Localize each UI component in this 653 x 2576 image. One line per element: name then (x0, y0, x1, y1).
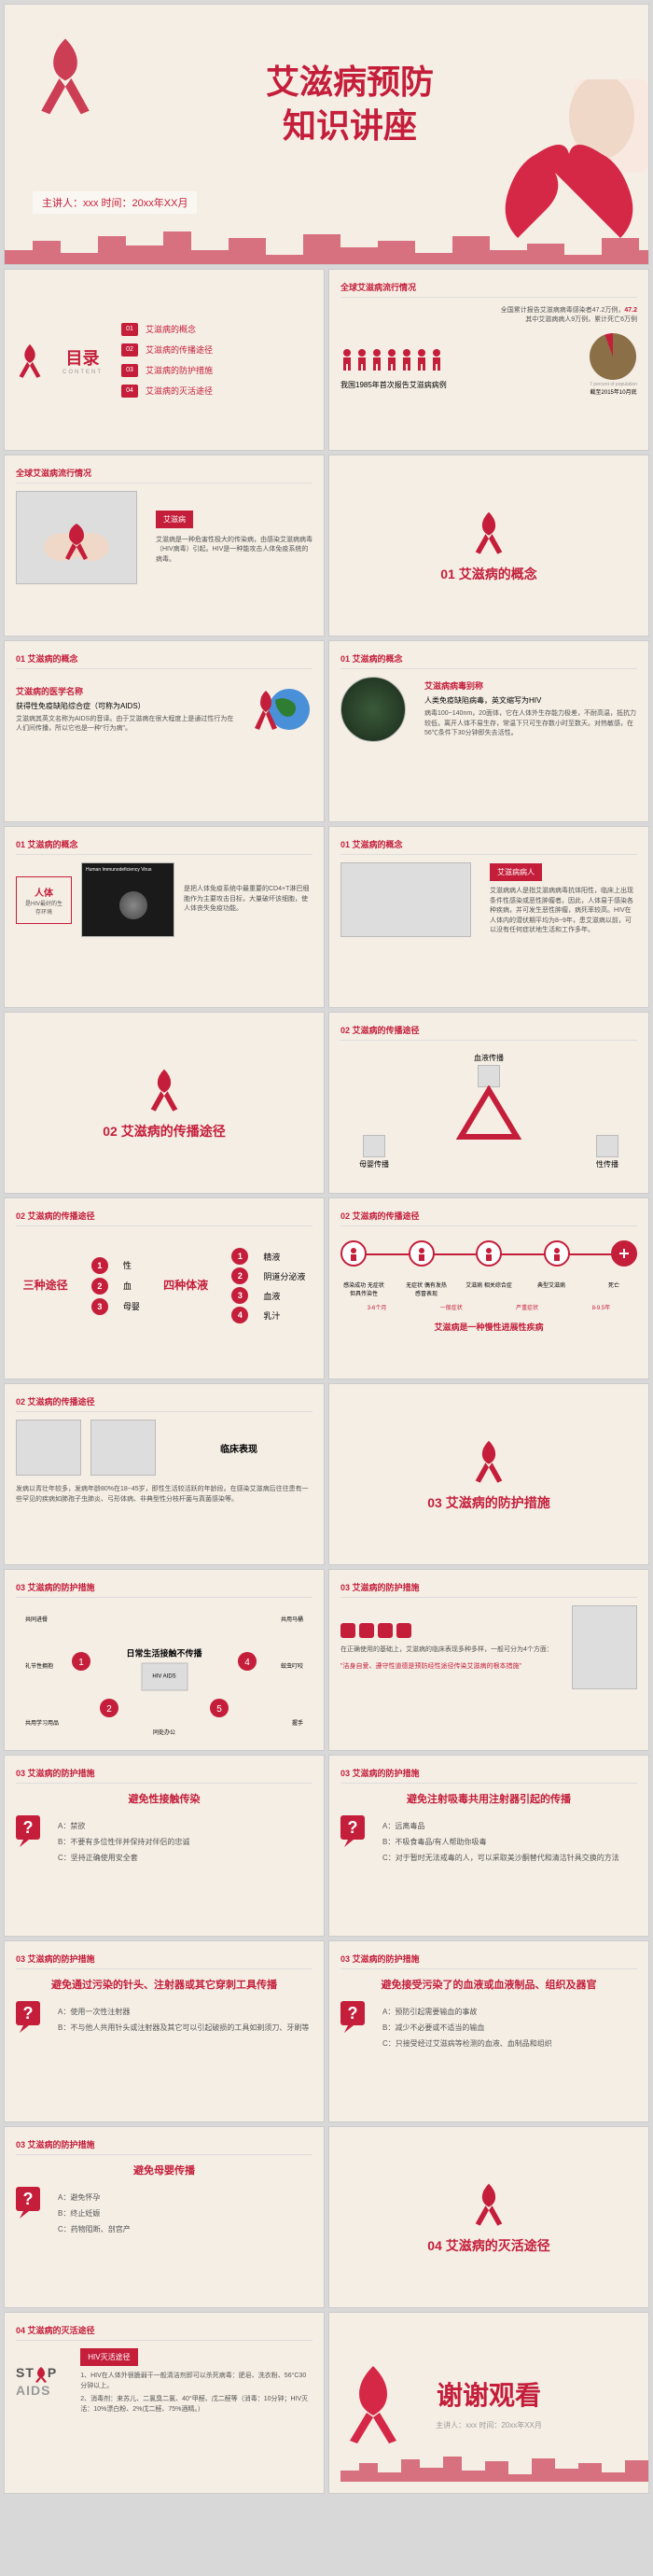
title-slide: 艾滋病预防知识讲座 主讲人：xxx 时间：20xx年XX月 (4, 4, 649, 265)
slide-section-3: 03 艾滋病的防护措施 (328, 1383, 649, 1565)
timeline (340, 1240, 637, 1267)
slide-7: 01 艾滋病的概念 艾滋病病毒别称 人类免疫缺陷病毒，英文缩写为HIV 病毒10… (328, 640, 649, 822)
svg-text:2: 2 (106, 1704, 112, 1715)
presenter-info: 主讲人：xxx 时间：20xx年XX月 (33, 191, 197, 214)
slide-11: 02 艾滋病的传播途径 血液传播 母婴传播 性传播 (328, 1012, 649, 1194)
toc-list: 01艾滋病的概念 02艾滋病的传播途径 03艾滋病的防护措施 04艾滋病的灭活途… (121, 315, 313, 405)
stop-aids-logo: STP AIDS (16, 2365, 57, 2397)
aids-ribbon-icon (33, 33, 98, 117)
slide-18: 03 艾滋病的防护措施 避免性接触传染 ? A：禁欲 B：不要有多位性伴并保持对… (4, 1755, 325, 1937)
question-icon: ? (16, 2001, 44, 2034)
ribbon-icon (470, 2180, 507, 2227)
slide-grid: 艾滋病预防知识讲座 主讲人：xxx 时间：20xx年XX月 目录 CONTENT… (0, 0, 653, 2498)
ribbon-icon (16, 342, 44, 379)
slide-12: 02 艾滋病的传播途径 三种途径 1性 2血 3母婴 四种体液 1精液 2阴道分… (4, 1197, 325, 1379)
slide-section-2: 02 艾滋病的传播途径 (4, 1012, 325, 1194)
svg-text:1: 1 (78, 1658, 84, 1668)
clinical-img-2 (90, 1420, 156, 1476)
cityscape-icon (340, 2454, 649, 2482)
svg-text:?: ? (23, 1818, 34, 1837)
hiv-image: Human Immunodeficiency Virus (81, 862, 174, 937)
slide-section-1: 01 艾滋病的概念 (328, 455, 649, 637)
toc-sub: CONTENT (63, 370, 103, 375)
question-icon: ? (340, 2001, 368, 2034)
arm-image (340, 862, 471, 937)
label-box: 艾滋病 (156, 511, 193, 528)
slide-toc: 目录 CONTENT 01艾滋病的概念 02艾滋病的传播途径 03艾滋病的防护措… (4, 269, 325, 451)
svg-text:?: ? (348, 2004, 358, 2023)
slide-19: 03 艾滋病的防护措施 避免注射吸毒共用注射器引起的传播 ? A：远离毒品 B：… (328, 1755, 649, 1937)
hands-image (16, 491, 137, 584)
couple-image (572, 1605, 637, 1689)
slide-section-4: 04 艾滋病的灭活途径 (328, 2126, 649, 2308)
svg-text:4: 4 (244, 1658, 250, 1668)
svg-text:?: ? (348, 1818, 358, 1837)
slide-thanks: 谢谢观看 主讲人：xxx 时间：20xx年XX月 (328, 2312, 649, 2494)
slide-8: 01 艾滋病的概念 人体 是HIV最好的生存环境 Human Immunodef… (4, 826, 325, 1008)
slide-17: 03 艾滋病的防护措施 在正确使用的基础上，艾滋病的临床表现多种多样，一般可分为… (328, 1569, 649, 1751)
svg-text:5: 5 (216, 1704, 222, 1715)
pie-chart (590, 333, 636, 380)
slide-13: 02 艾滋病的传播途径 感染成功 无症状 但具传染性 无症状 偶有发热 感冒表现… (328, 1197, 649, 1379)
ribbon-icon (470, 1437, 507, 1484)
globe-ribbon-icon (247, 677, 313, 742)
title-heading: 艾滋病预防知识讲座 (266, 61, 434, 148)
people-icons (340, 348, 447, 371)
slide-stats: 全球艾滋病流行情况 全国累计报告艾滋病病毒感染者47.2万例，47.2 其中艾滋… (328, 269, 649, 451)
question-icon: ? (16, 2187, 44, 2219)
ribbon-icon (350, 2361, 396, 2445)
svg-text:?: ? (23, 2004, 34, 2023)
slide-24: 04 艾滋病的灭活途径 STP AIDS HIV灭活途径 1、HIV在人体外很脆… (4, 2312, 325, 2494)
svg-text:?: ? (23, 2190, 34, 2208)
slide-21: 03 艾滋病的防护措施 避免接受污染了的血液或血液制品、组织及器官 ? A：预防… (328, 1940, 649, 2122)
toc-heading: 目录 (63, 345, 103, 370)
question-icon: ? (340, 1815, 368, 1848)
ribbon-icon (146, 1066, 183, 1113)
virus-image (340, 677, 406, 742)
slide-20: 03 艾滋病的防护措施 避免通过污染的针头、注射器或其它穿刺工具传播 ? A：使… (4, 1940, 325, 2122)
triangle-icon (456, 1085, 521, 1141)
slide-14: 02 艾滋病的传播途径 临床表现 发病以青壮年较多，发病年龄80%在18~45岁… (4, 1383, 325, 1565)
question-icon: ? (16, 1815, 44, 1848)
slide-9: 01 艾滋病的概念 艾滋病病人 艾滋病病人是指艾滋病病毒抗体阳性，临床上出现条件… (328, 826, 649, 1008)
slide-22: 03 艾滋病的防护措施 避免母婴传播 ? A：避免怀孕 B：终止妊娠 C：药物阻… (4, 2126, 325, 2308)
slide-16: 03 艾滋病的防护措施 日常生活接触不传播 HIV AIDS 共同进餐 共用马桶… (4, 1569, 325, 1751)
slide-6: 01 艾滋病的概念 艾滋病的医学名称 获得性免疫缺陷综合症（可称为AIDS） 艾… (4, 640, 325, 822)
ribbon-icon (470, 509, 507, 555)
slide-hands: 全球艾滋病流行情况 艾滋病 艾滋病是一种危害性极大的传染病，由感染艾滋病病毒（H… (4, 455, 325, 637)
hand-ribbon-icon (480, 79, 648, 247)
clinical-img-1 (16, 1420, 81, 1476)
